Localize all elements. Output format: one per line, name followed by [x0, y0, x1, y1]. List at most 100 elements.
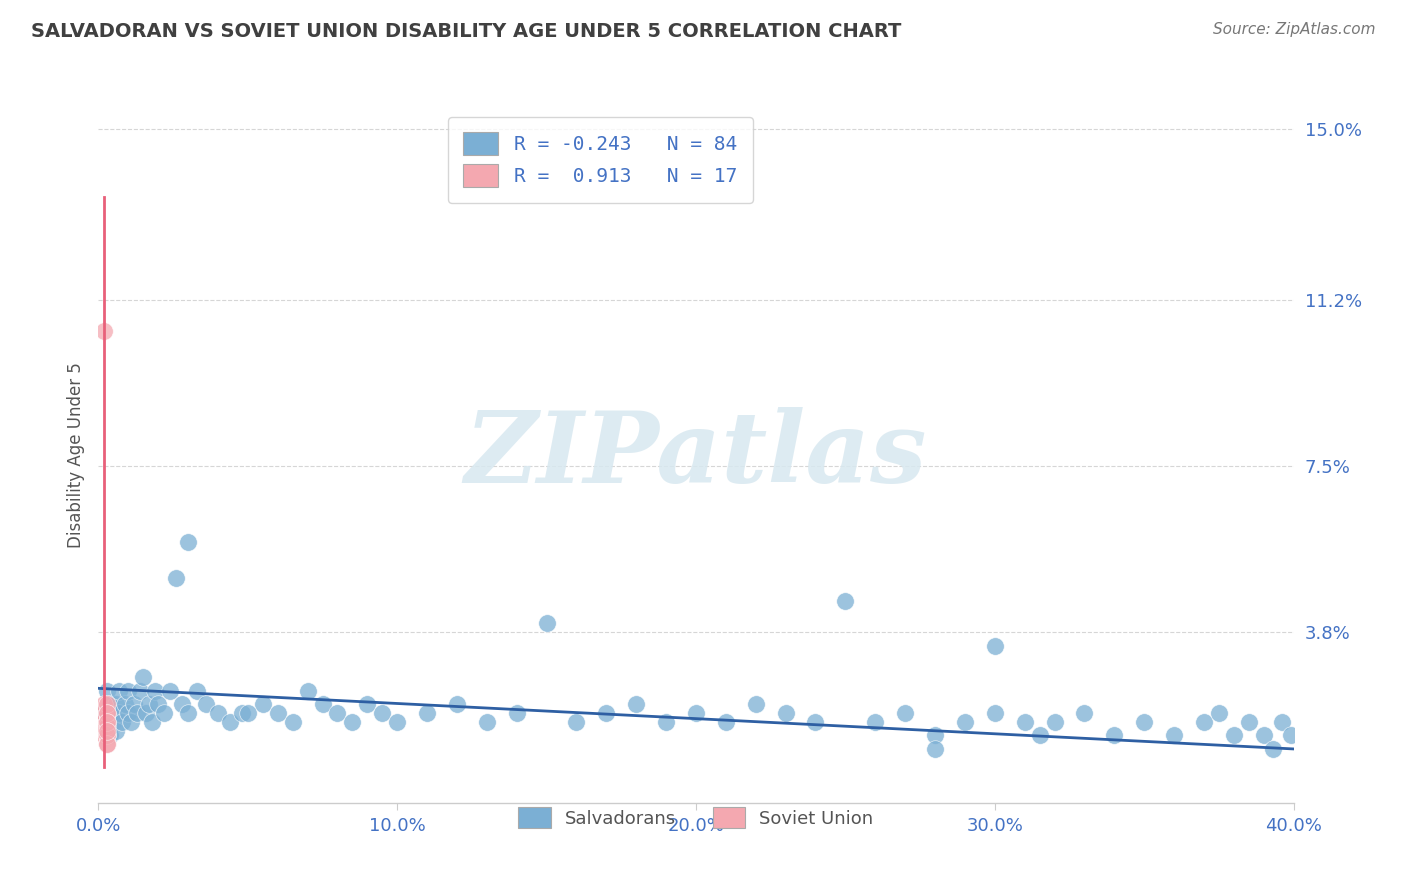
- Point: [924, 742, 946, 756]
- Point: [231, 706, 253, 720]
- Point: [236, 706, 259, 720]
- Point: [177, 535, 200, 549]
- Point: [103, 714, 125, 729]
- Point: [267, 706, 290, 720]
- Point: [252, 697, 274, 711]
- Point: [984, 639, 1007, 653]
- Point: [120, 714, 142, 729]
- Point: [1104, 729, 1126, 743]
- Point: [1223, 729, 1246, 743]
- Point: [595, 706, 617, 720]
- Point: [1073, 706, 1095, 720]
- Point: [96, 714, 118, 729]
- Point: [475, 714, 498, 729]
- Point: [297, 683, 319, 698]
- Point: [96, 714, 118, 729]
- Point: [924, 729, 946, 743]
- Point: [342, 714, 364, 729]
- Point: [506, 706, 529, 720]
- Point: [93, 697, 115, 711]
- Point: [141, 714, 163, 729]
- Point: [745, 697, 768, 711]
- Point: [127, 706, 149, 720]
- Point: [172, 697, 194, 711]
- Point: [655, 714, 678, 729]
- Point: [96, 719, 118, 733]
- Point: [385, 714, 409, 729]
- Point: [124, 697, 146, 711]
- Point: [96, 729, 118, 743]
- Point: [953, 714, 976, 729]
- Point: [207, 706, 229, 720]
- Point: [96, 706, 118, 720]
- Point: [1237, 714, 1260, 729]
- Point: [195, 697, 218, 711]
- Point: [1261, 742, 1284, 756]
- Point: [446, 697, 468, 711]
- Point: [565, 714, 588, 729]
- Point: [311, 697, 333, 711]
- Text: SALVADORAN VS SOVIET UNION DISABILITY AGE UNDER 5 CORRELATION CHART: SALVADORAN VS SOVIET UNION DISABILITY AG…: [31, 22, 901, 41]
- Point: [105, 723, 128, 738]
- Point: [984, 706, 1007, 720]
- Y-axis label: Disability Age Under 5: Disability Age Under 5: [66, 362, 84, 548]
- Point: [626, 697, 648, 711]
- Point: [536, 616, 558, 631]
- Point: [219, 714, 242, 729]
- Point: [93, 706, 115, 720]
- Point: [96, 714, 118, 729]
- Point: [93, 706, 115, 720]
- Point: [834, 594, 856, 608]
- Point: [135, 706, 157, 720]
- Point: [356, 697, 378, 711]
- Point: [685, 706, 707, 720]
- Point: [177, 706, 200, 720]
- Point: [108, 683, 131, 698]
- Point: [1043, 714, 1066, 729]
- Point: [148, 697, 170, 711]
- Point: [1279, 729, 1302, 743]
- Point: [103, 706, 125, 720]
- Point: [865, 714, 887, 729]
- Point: [416, 706, 439, 720]
- Point: [108, 706, 131, 720]
- Point: [371, 706, 394, 720]
- Point: [281, 714, 304, 729]
- Point: [96, 697, 118, 711]
- Point: [894, 706, 917, 720]
- Point: [132, 670, 155, 684]
- Point: [1208, 706, 1230, 720]
- Point: [93, 714, 115, 729]
- Point: [143, 683, 166, 698]
- Point: [98, 729, 122, 743]
- Point: [129, 683, 152, 698]
- Point: [96, 706, 118, 720]
- Point: [138, 697, 160, 711]
- Point: [93, 719, 115, 733]
- Point: [1271, 714, 1294, 729]
- Point: [96, 723, 118, 738]
- Point: [326, 706, 349, 720]
- Point: [1253, 729, 1275, 743]
- Point: [98, 697, 122, 711]
- Point: [96, 683, 118, 698]
- Point: [105, 697, 128, 711]
- Point: [714, 714, 737, 729]
- Point: [153, 706, 176, 720]
- Point: [1028, 729, 1050, 743]
- Point: [1133, 714, 1156, 729]
- Point: [1192, 714, 1215, 729]
- Point: [93, 729, 115, 743]
- Point: [186, 683, 208, 698]
- Point: [96, 738, 118, 752]
- Legend: Salvadorans, Soviet Union: Salvadorans, Soviet Union: [512, 800, 880, 836]
- Text: Source: ZipAtlas.com: Source: ZipAtlas.com: [1212, 22, 1375, 37]
- Point: [96, 729, 118, 743]
- Point: [117, 706, 139, 720]
- Point: [1014, 714, 1036, 729]
- Text: ZIPatlas: ZIPatlas: [465, 407, 927, 503]
- Point: [117, 683, 139, 698]
- Point: [111, 714, 134, 729]
- Point: [775, 706, 797, 720]
- Point: [165, 571, 187, 585]
